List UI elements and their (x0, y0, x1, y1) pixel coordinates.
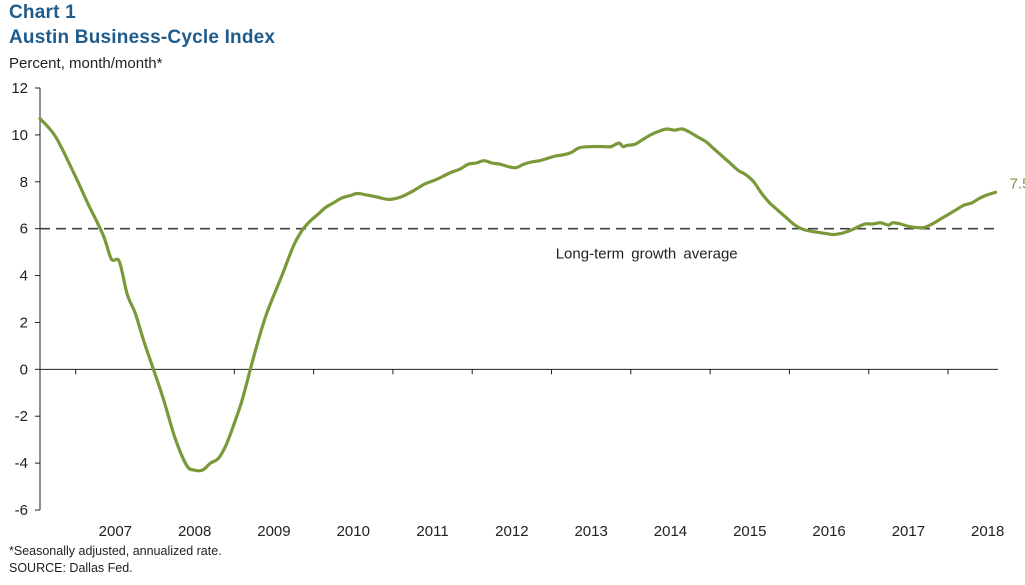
x-tick-label: 2014 (654, 523, 687, 540)
x-tick-label: 2012 (495, 523, 528, 540)
x-axis-ticks: 2007 2008 2009 2010 2011 2012 2013 2014 2015 2016… (75, 369, 1004, 540)
x-tick-label: 2007 (99, 523, 132, 540)
x-tick-label: 2011 (416, 523, 448, 540)
y-tick-label: -6 (15, 502, 28, 519)
y-tick-label: 4 (20, 268, 28, 285)
axes (39, 88, 998, 510)
chart-canvas: -6 -4 -2 0 2 4 6 8 10 12 2007 2008 2009 2010 2011 2012… (11, 80, 1025, 540)
x-tick-label: 2015 (733, 523, 766, 540)
y-tick-label: -4 (15, 455, 28, 472)
y-tick-label: 2 (20, 314, 28, 331)
chart-title: Austin Business-Cycle Index (9, 27, 276, 48)
x-tick-label: 2010 (337, 523, 370, 540)
series-line-business-cycle-index (38, 116, 998, 473)
y-axis-ticks: -6 -4 -2 0 2 4 6 8 10 12 (11, 80, 40, 519)
source-note: SOURCE: Dallas Fed. (9, 561, 133, 575)
y-tick-label: 0 (20, 361, 28, 378)
y-tick-label: -2 (15, 408, 28, 425)
x-tick-label: 2013 (574, 523, 607, 540)
x-tick-label: 2009 (257, 523, 290, 540)
y-tick-label: 8 (20, 174, 28, 191)
y-tick-label: 12 (11, 80, 28, 97)
y-tick-label: 10 (11, 127, 28, 144)
x-tick-label: 2017 (892, 523, 925, 540)
y-axis-units: Percent, month/month* (9, 55, 163, 72)
chart-label: Chart 1 (9, 2, 76, 23)
footnote: *Seasonally adjusted, annualized rate. (9, 544, 222, 558)
x-tick-label: 2016 (812, 523, 845, 540)
x-tick-label: 2008 (178, 523, 211, 540)
reference-line-label: Long-term growth average (556, 246, 738, 263)
x-tick-label: 2018 (971, 523, 1004, 540)
series-end-label: 7.5 (1010, 175, 1025, 192)
y-tick-label: 6 (20, 221, 28, 238)
